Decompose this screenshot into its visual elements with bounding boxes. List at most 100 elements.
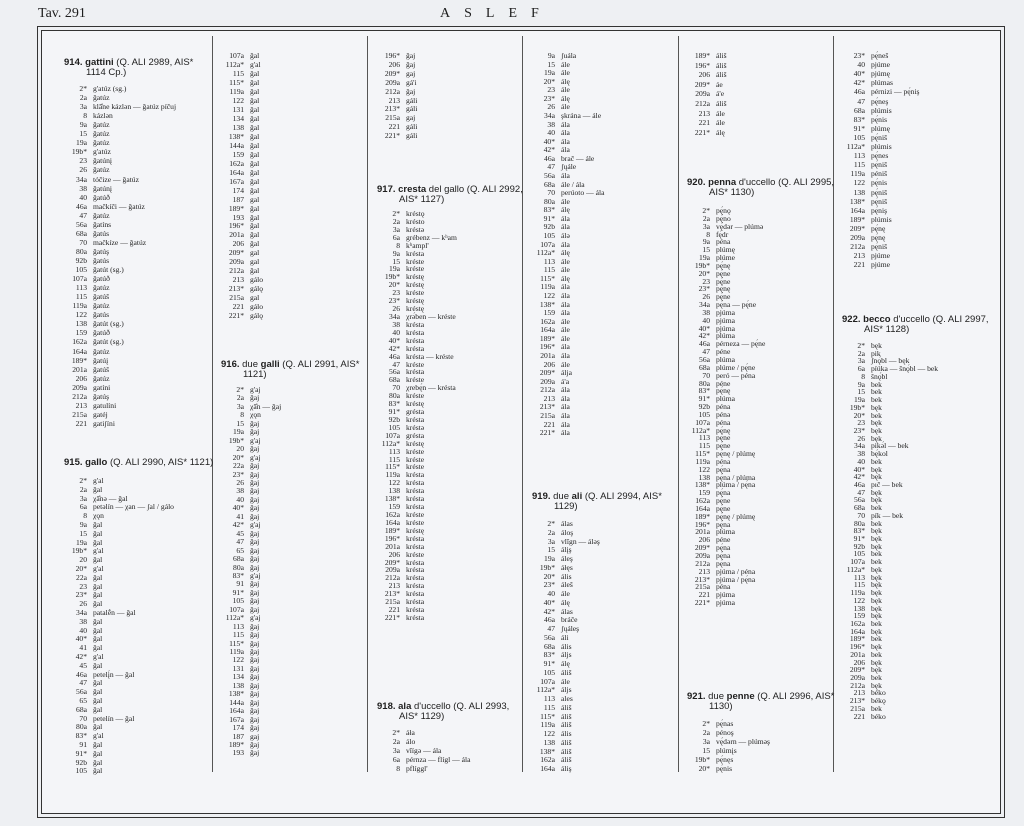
locality-number: 196* [849,642,865,652]
dialect-form: péna [716,402,731,411]
dialect-form: áliš [716,51,727,60]
dialect-form: g'al [93,564,104,573]
list-item: 162a kréste [377,510,424,519]
list-item: 213* békǫ [842,696,886,705]
locality-number: 215a [850,703,865,713]
list-item: 34a patalḗn — ǧal [64,608,136,617]
locality-number: 212a [850,242,865,252]
locality-number: 138 [543,737,555,747]
list-item: 20* g'aj [221,453,261,462]
locality-number: 107a [72,274,87,284]
list-item: 80a ále [532,197,570,206]
list-item: 40 ǧaj [221,495,259,504]
locality-number: 22a [233,461,244,471]
list-item: 162a áliš [532,755,571,764]
locality-number: 23* [232,469,244,479]
locality-number: 206 [543,359,555,369]
locality-number: 134 [232,113,244,123]
locality-number: 212a [695,99,710,108]
locality-number: 221 [388,605,400,614]
list-item: 56a ǧal [64,687,102,696]
list-item: 15 ǧaj [221,419,259,428]
list-item: 209a á'e [687,89,724,98]
dialect-form: ǧal [93,722,103,732]
locality-number: 122 [232,655,244,665]
locality-number: 23* [543,580,555,590]
list-item: 159 bęk [842,611,882,620]
locality-number: 22a [76,572,87,582]
dialect-form: plúmis [871,142,892,151]
dialect-form: ǧal [250,239,260,249]
list-item: 19a bek [842,395,882,404]
list-item: 68a ǧal [64,705,102,714]
dialect-form: brač — ále [561,153,595,163]
locality-number: 112a* [536,685,555,695]
locality-number: 105 [388,422,400,432]
list-item: 159 pę́na [687,488,731,497]
list-item: 19a ǧal [64,538,102,547]
dialect-form: ále / ála [561,179,585,189]
list-item: 91* plúma [687,394,735,403]
dialect-form: ǧaj [250,503,260,513]
locality-number: 213 [388,95,400,105]
list-item: 9a ʃuála [532,51,576,60]
dialect-form: ǧal [93,660,103,670]
list-item: 164a ǧaj [221,706,259,715]
dialect-form: ʃuála [561,51,577,60]
dialect-form: ǧatúį [93,355,109,365]
list-item: 164a pę́ne [687,504,730,513]
list-item: 68a ále / ála [532,180,585,189]
list-item: 46a brač — ále [532,154,594,163]
locality-number: 56a [389,367,400,377]
list-item: 162a ǧatút (sg.) [64,337,124,346]
list-item: 221 gálo [221,302,263,311]
dialect-form: ǧaj [250,689,260,699]
dialect-form: pę́ne [716,496,731,506]
locality-number: 19b* [849,402,865,412]
locality-number: 91* [698,394,710,404]
locality-number: 19a [544,68,555,78]
list-item: 212a ǧatúş [64,392,109,401]
list-item: 46a pérnizi — pę́niş [842,87,919,96]
list-item: 122 krésta [377,478,425,487]
dialect-form: ǧal [93,748,103,758]
dialect-form: ǧaj [250,528,260,538]
locality-number: 119a [385,470,400,480]
locality-number: 112a* [536,248,555,258]
dialect-form: kréste [406,359,425,369]
list-item: 213 pjúme [842,251,890,260]
entry-number: 922. [842,314,861,325]
list-item: 196* krésta [377,534,424,543]
list-item: 213 ále [687,109,725,118]
list-item: 115 pę́niš [842,160,887,169]
locality-number: 209a [385,77,400,87]
list-item: 113 ales [532,694,573,703]
dialect-form: bek [871,456,882,466]
list-item: 189* áliš [687,51,727,60]
dialect-form: plúmę [716,245,735,255]
dialect-form: pík — bek [871,510,904,520]
list-item: 47 ʃųáleş [532,624,579,633]
list-item: 46a krésta — kréste [377,352,454,361]
dialect-form: bek [871,703,882,713]
dialect-form: ǧatús [93,310,110,320]
list-item: 212a krésta [377,573,424,582]
locality-number: 26 [236,477,244,487]
dialect-form: pę́ne [716,268,731,278]
list-item: 112a* g'al [221,60,261,69]
locality-number: 38 [79,616,87,626]
list-item: 91* álę [532,659,570,668]
dialect-form: gal [250,248,260,258]
dialect-form: gaj [406,68,416,78]
dialect-form: krésta [406,248,425,258]
list-item: 91* ǧaj [221,588,260,597]
locality-number: 115 [698,441,710,451]
dialect-form: krésta — kréste [406,351,454,361]
dialect-form: bek [871,634,882,644]
entry-number: 917. [377,184,396,195]
list-item: 189* bek [842,634,882,643]
list-item: 26 ále [532,102,569,111]
dialect-form: kréstę [406,272,425,282]
list-item: 221 béko [842,712,886,721]
locality-number: 19b* [384,272,400,282]
